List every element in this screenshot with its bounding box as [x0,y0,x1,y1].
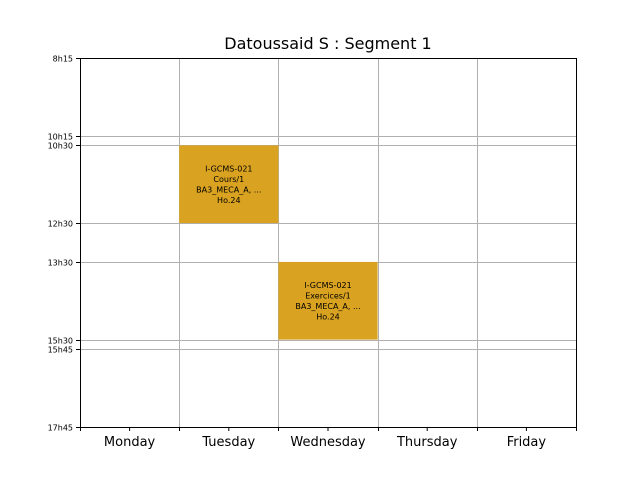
event-text-line: Exercices/1 [305,292,350,301]
day-label: Thursday [396,435,458,450]
day-label: Friday [507,435,547,450]
time-tick-label: 10h30 [48,142,73,151]
grid [80,58,576,427]
day-label: Monday [104,435,156,450]
day-label: Wednesday [290,435,366,450]
chart-title: Datoussaid S : Segment 1 [224,34,431,53]
time-tick-label: 13h30 [48,259,73,268]
event-text-line: Ho.24 [316,313,340,322]
time-tick-label: 15h45 [48,346,73,355]
event-text-line: I-GCMS-021 [205,164,252,173]
event-rect[interactable] [278,261,378,340]
time-tick-label: 8h15 [53,55,73,64]
event-text-line: I-GCMS-021 [304,281,351,290]
event-text-line: BA3_MECA_A, ... [295,302,360,311]
time-tick-label: 17h45 [48,424,73,433]
day-label: Tuesday [201,435,255,450]
event-text-line: Ho.24 [217,196,241,205]
time-tick-label: 12h30 [48,220,73,229]
event-rect[interactable] [179,145,279,224]
plot-frame [80,58,577,428]
time-tick-label: 10h15 [48,133,73,142]
event-text-line: BA3_MECA_A, ... [196,185,261,194]
time-tick-label: 15h30 [48,337,73,346]
event-text-line: Cours/1 [213,175,244,184]
